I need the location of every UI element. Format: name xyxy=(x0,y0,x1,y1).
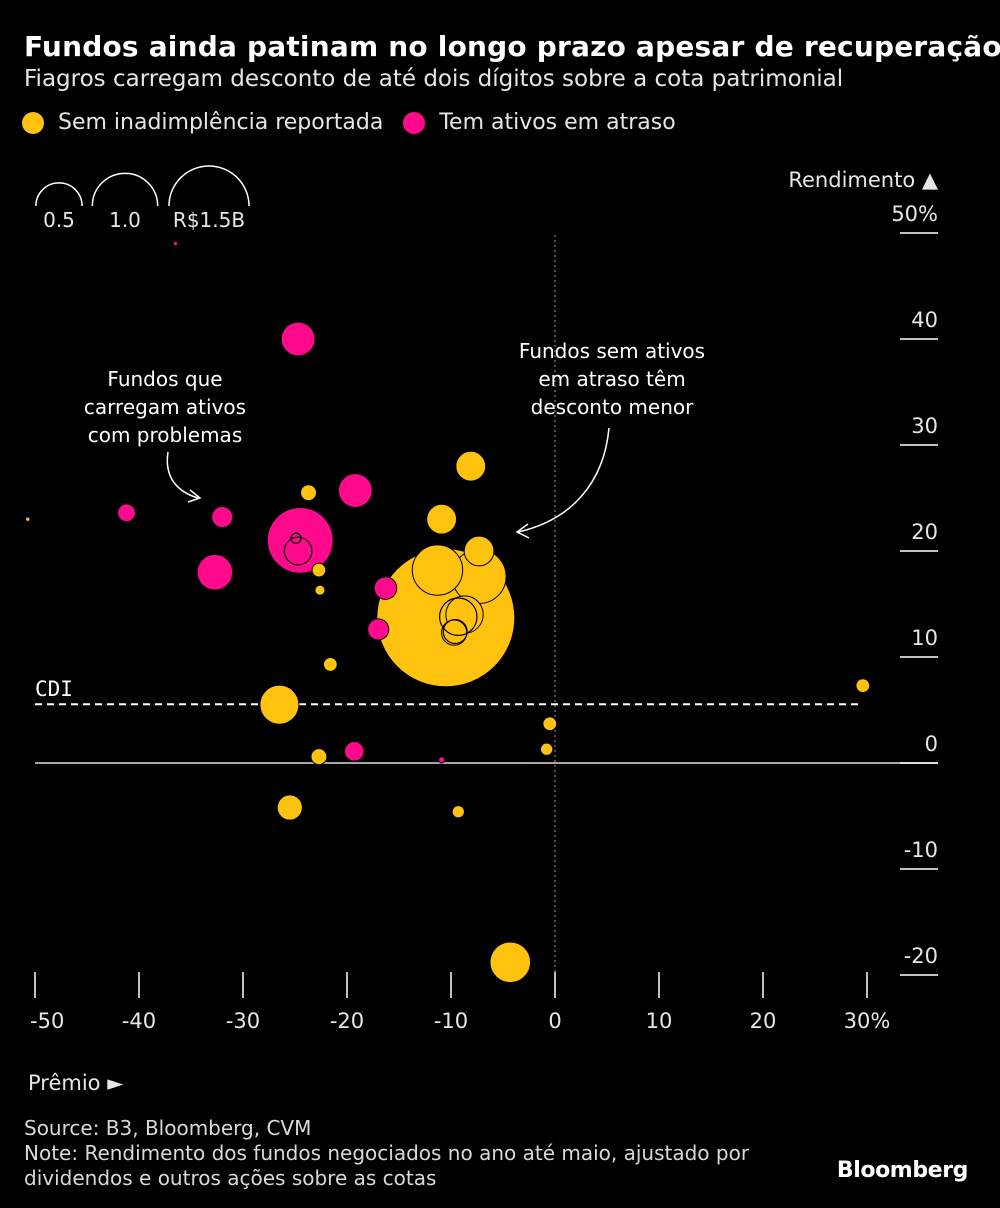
annotation-left-line: Fundos que xyxy=(107,367,222,391)
annotation-right-arrow xyxy=(517,427,610,533)
annotation-right-arrowhead xyxy=(515,523,530,539)
x-tick-label: -10 xyxy=(434,1009,468,1033)
point-no-default xyxy=(314,584,326,596)
annotation-left-line: com problemas xyxy=(88,423,243,447)
chart-grid xyxy=(35,235,938,995)
point-overdue xyxy=(438,756,446,764)
annotation-right-line: desconto menor xyxy=(531,395,694,419)
x-tick-label: 30% xyxy=(844,1009,891,1033)
cdi-reference: CDI xyxy=(35,677,858,706)
point-no-default xyxy=(411,544,464,596)
point-no-default xyxy=(300,484,317,502)
nested-outlines xyxy=(283,532,478,645)
legend-item-no-default: Sem inadimplência reportada xyxy=(22,110,383,135)
scatter-chart: 0.5 1.0 R$1.5B CDI Fundos que carregam ativ… xyxy=(25,165,939,1095)
point-no-default xyxy=(542,716,558,732)
size-legend-label: 1.0 xyxy=(109,208,141,232)
x-tick-label: 20 xyxy=(750,1009,777,1033)
y-tick-label: 20 xyxy=(911,520,938,544)
note-line-1: Note: Rendimento dos fundos negociados n… xyxy=(24,1141,750,1165)
point-no-default xyxy=(276,794,303,821)
y-tick-label: 40 xyxy=(911,308,938,332)
legend-label-overdue: Tem ativos em atraso xyxy=(439,110,676,135)
annotation-right-line: em atraso têm xyxy=(538,367,685,391)
x-tick-label: 10 xyxy=(646,1009,673,1033)
point-no-default xyxy=(489,941,532,984)
y-tick-label: -10 xyxy=(904,838,938,862)
point-no-default xyxy=(426,503,458,535)
x-tick-label: -20 xyxy=(330,1009,364,1033)
point-no-default xyxy=(455,450,487,482)
note-line-2: dividendos e outros ações sobre as cotas xyxy=(24,1166,437,1190)
point-overdue xyxy=(367,618,390,641)
point-overdue xyxy=(373,576,398,600)
point-overdue xyxy=(344,741,365,762)
y-tick-label: -20 xyxy=(904,944,938,968)
size-legend-arc xyxy=(168,165,250,207)
size-legend-arc xyxy=(91,172,159,207)
x-tick-label: -30 xyxy=(226,1009,260,1033)
y-axis-label: Rendimento ▲ xyxy=(788,168,938,192)
bloomberg-logo: Bloomberg xyxy=(836,1158,969,1183)
size-legend: 0.5 1.0 R$1.5B xyxy=(35,165,250,232)
point-no-default xyxy=(322,657,338,672)
y-tick-label: 50% xyxy=(891,202,938,226)
legend-item-overdue: Tem ativos em atraso xyxy=(403,110,676,135)
point-overdue xyxy=(117,503,136,523)
x-tick-label: -40 xyxy=(122,1009,156,1033)
point-overdue xyxy=(196,553,234,591)
chart-axes: 50% 40 30 20 10 0 -10 -20 Rendimento ▲ -50 -40 -30 -… xyxy=(28,168,939,1095)
annotation-left-line: carregam ativos xyxy=(84,395,246,419)
point-overdue xyxy=(172,240,179,247)
point-no-default xyxy=(540,742,554,756)
point-no-default xyxy=(463,535,495,567)
legend-label-no-default: Sem inadimplência reportada xyxy=(58,110,384,135)
point-overdue xyxy=(280,321,316,357)
point-no-default xyxy=(310,748,328,766)
legend-swatch-pink xyxy=(403,111,426,134)
chart-footer: Source: B3, Bloomberg, CVM Note: Rendime… xyxy=(24,1116,749,1191)
annotations: Fundos que carregam ativos com problemas Fu… xyxy=(84,339,705,539)
y-tick-label: 0 xyxy=(925,732,938,756)
x-axis-label: Prêmio ► xyxy=(28,1071,124,1095)
point-no-default xyxy=(855,678,871,694)
legend-swatch-yellow xyxy=(22,111,44,134)
point-no-default xyxy=(25,516,31,522)
x-tick-label: 0 xyxy=(548,1009,561,1033)
nested-bubble-outline xyxy=(442,619,468,645)
x-tick-label: -50 xyxy=(30,1009,64,1033)
cdi-label: CDI xyxy=(35,677,73,701)
size-legend-label: 0.5 xyxy=(43,208,75,232)
annotation-left-arrow xyxy=(166,451,199,499)
data-points xyxy=(25,240,871,984)
point-no-default xyxy=(451,805,465,819)
size-legend-arc xyxy=(35,182,83,207)
annotation-right-line: Fundos sem ativos xyxy=(519,339,705,363)
y-tick-label: 10 xyxy=(911,626,938,650)
chart-title: Fundos ainda patinam no longo prazo apes… xyxy=(24,30,1000,63)
point-overdue xyxy=(337,473,373,508)
nested-bubble-outline xyxy=(438,597,478,637)
color-legend: Sem inadimplência reportada Tem ativos e… xyxy=(22,110,696,135)
point-no-default xyxy=(259,684,300,725)
y-tick-label: 30 xyxy=(911,414,938,438)
size-legend-label: R$1.5B xyxy=(173,208,245,232)
annotation-left-arrowhead xyxy=(187,489,202,503)
point-overdue xyxy=(211,506,234,529)
nested-bubble-outline xyxy=(283,536,313,566)
point-no-default xyxy=(311,562,327,578)
source-text: Source: B3, Bloomberg, CVM xyxy=(24,1116,312,1140)
chart-subtitle: Fiagros carregam desconto de até dois dí… xyxy=(24,66,844,92)
nested-bubble-outline xyxy=(290,532,302,544)
